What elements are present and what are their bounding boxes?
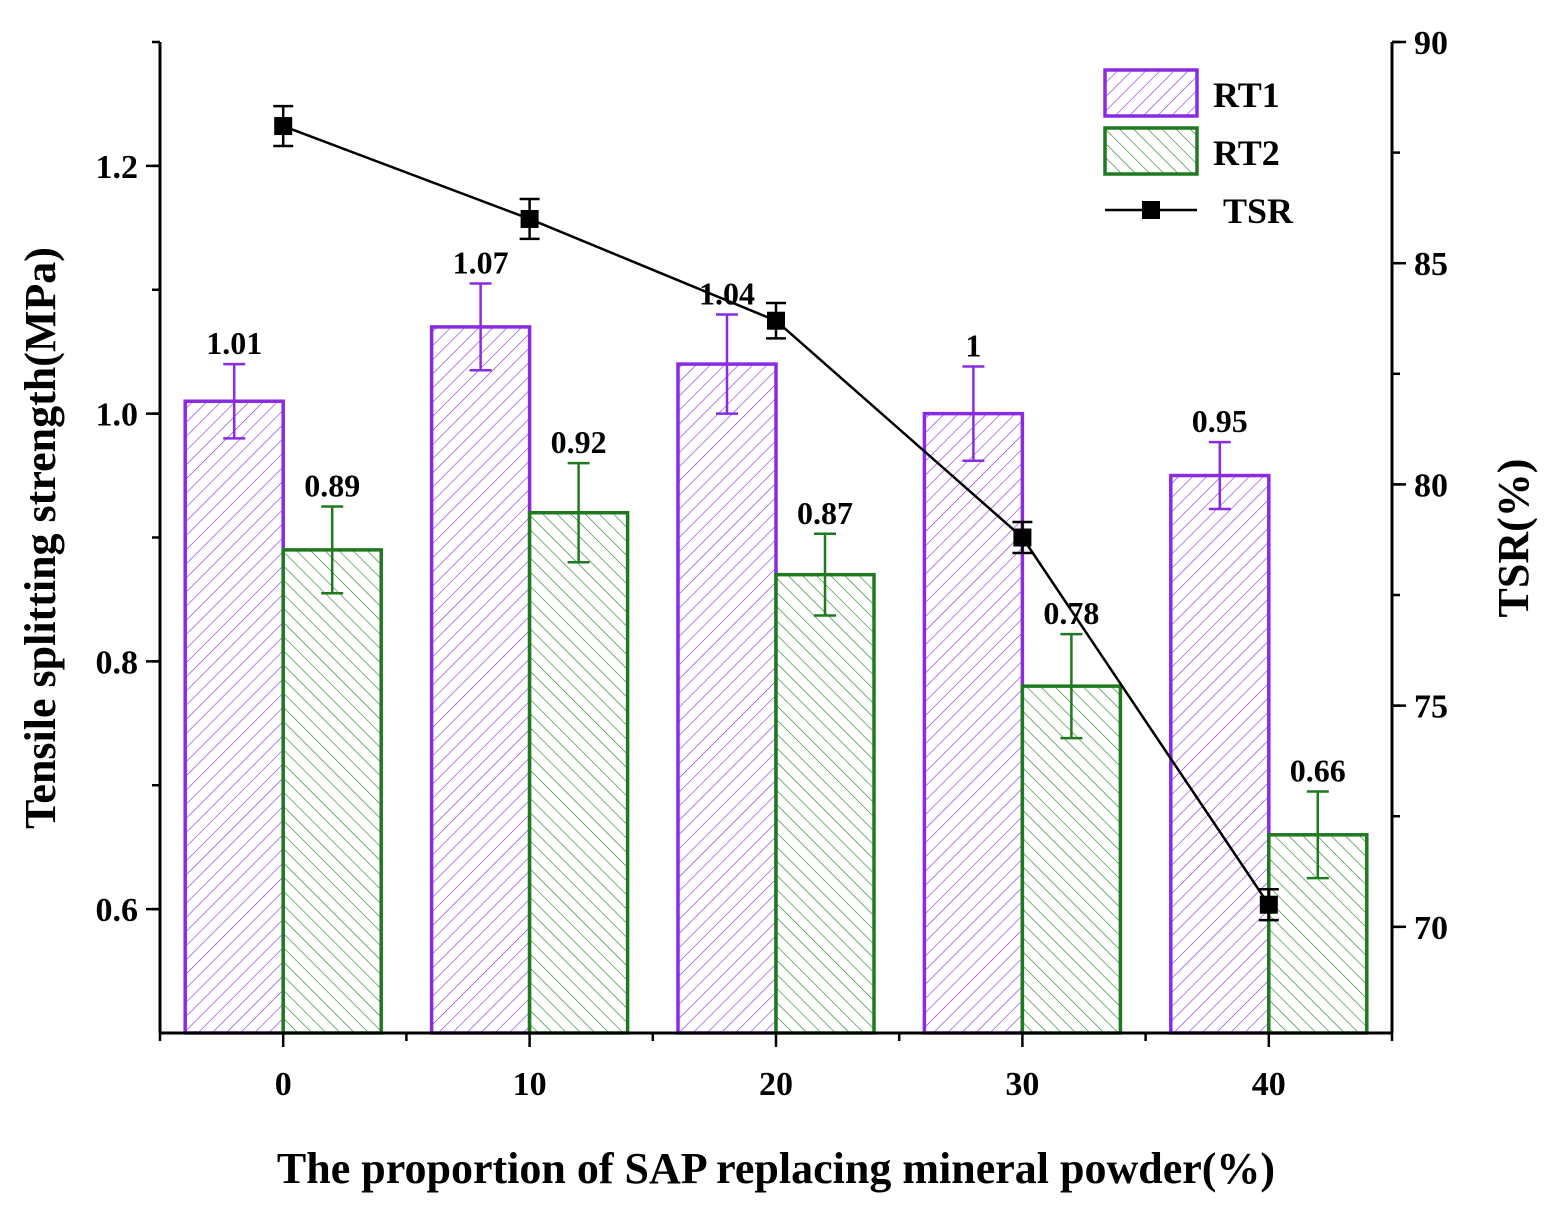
data-label-rt1-1: 1.07: [453, 245, 509, 281]
tsr-point-1: [520, 209, 539, 228]
legend-label-rt1: RT1: [1213, 75, 1280, 115]
y2-tick-label-0: 70: [1414, 910, 1448, 947]
legend-swatch-rt1: [1103, 68, 1199, 118]
y2-tick-label-3: 85: [1414, 246, 1448, 283]
bar-rt1-3: [922, 411, 1025, 1035]
data-label-rt1-2: 1.04: [699, 276, 755, 312]
tsr-point-2: [767, 311, 785, 330]
y-tick-label-1: 0.8: [96, 644, 139, 681]
bar-rt2-1: [527, 510, 630, 1035]
y2-tick-label-4: 90: [1414, 25, 1448, 62]
x-tick-label-4: 40: [1252, 1066, 1286, 1103]
x-axis-title: The proportion of SAP replacing mineral …: [277, 1144, 1275, 1193]
data-label-rt1-3: 1: [965, 328, 981, 364]
data-labels-layer: 1.01 1.07 1.04 1 0.95 0.89 0.92 0.87 0.78 0.66: [206, 245, 1346, 789]
y2-axis-title: TSR(%): [1489, 459, 1538, 618]
y-axis-title: Tensile splitting strength(MPa): [16, 247, 65, 829]
data-label-rt2-1: 0.92: [551, 424, 607, 460]
y-tick-label-2: 1.0: [96, 397, 139, 434]
tsr-point-4: [1259, 895, 1278, 914]
legend-swatch-tsr-marker: [1142, 201, 1160, 219]
legend: RT1 RT2 TSR: [1103, 68, 1294, 231]
bar-rt2-0: [281, 548, 383, 1035]
x-tick-label-0: 0: [275, 1066, 292, 1103]
error-bars-layer: [223, 282, 1329, 880]
bars-layer: [183, 325, 1369, 1035]
data-label-rt2-3: 0.78: [1043, 595, 1099, 631]
y2-tick-label-1: 75: [1414, 689, 1448, 726]
legend-swatch-rt2: [1103, 126, 1199, 176]
y2-tick-label-2: 80: [1414, 467, 1448, 504]
data-label-rt1-0: 1.01: [206, 325, 262, 361]
bar-rt2-3: [1020, 684, 1123, 1035]
legend-label-tsr: TSR: [1223, 191, 1294, 231]
tsr-line-layer: [273, 104, 1279, 922]
data-label-rt2-2: 0.87: [797, 495, 853, 531]
data-label-rt2-4: 0.66: [1290, 752, 1346, 788]
tsr-point-3: [1013, 528, 1032, 547]
bar-rt1-4: [1169, 473, 1271, 1035]
x-tick-label-1: 10: [513, 1066, 547, 1103]
bar-rt1-0: [183, 399, 285, 1035]
bar-rt1-2: [676, 362, 778, 1035]
legend-label-rt2: RT2: [1213, 133, 1280, 173]
x-tick-label-2: 20: [759, 1066, 793, 1103]
x-tick-label-3: 30: [1005, 1066, 1039, 1103]
bar-rt2-2: [774, 572, 876, 1035]
tsr-point-0: [274, 117, 293, 136]
y-tick-label-0: 0.6: [96, 892, 139, 929]
bar-rt1-1: [429, 325, 532, 1035]
data-label-rt2-0: 0.89: [304, 468, 360, 504]
data-label-rt1-4: 0.95: [1192, 403, 1248, 439]
y-tick-label-3: 1.2: [96, 149, 139, 186]
axes-layer: 0 10 20 30 40 0.6 0.8 1.0 1.2 70 75 80 85 90: [96, 25, 1449, 1103]
